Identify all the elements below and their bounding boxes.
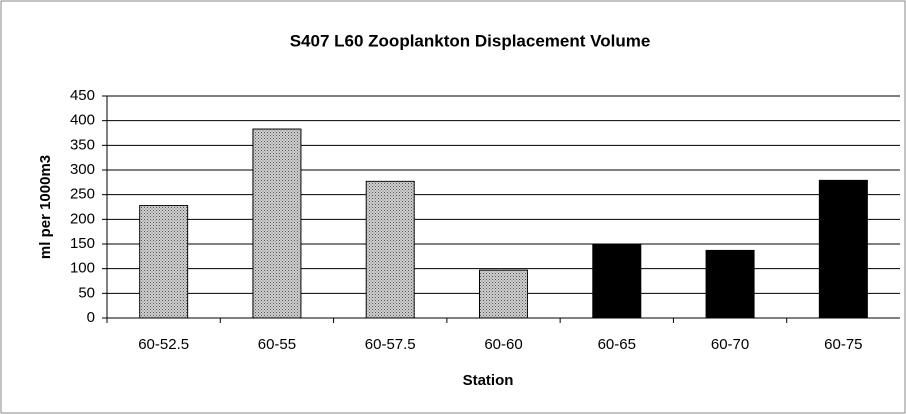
bar xyxy=(139,205,189,319)
y-tick-label: 100 xyxy=(70,260,95,277)
y-tick-label: 150 xyxy=(70,235,95,252)
bar xyxy=(818,179,868,319)
x-tick-label: 60-52.5 xyxy=(138,336,189,353)
x-tick-label: 60-60 xyxy=(484,336,522,353)
x-axis-label: Station xyxy=(463,372,514,389)
y-tick-label: 450 xyxy=(70,87,95,104)
x-tick-label: 60-55 xyxy=(258,336,296,353)
chart-title: S407 L60 Zooplankton Displacement Volume xyxy=(290,31,651,50)
bar xyxy=(705,249,755,319)
y-tick-label: 250 xyxy=(70,186,95,203)
y-tick-label: 350 xyxy=(70,136,95,153)
x-tick-label: 60-70 xyxy=(711,336,749,353)
bar xyxy=(592,243,642,319)
bar xyxy=(479,269,528,319)
x-tick-label: 60-57.5 xyxy=(365,336,416,353)
x-tick-label: 60-65 xyxy=(598,336,636,353)
y-tick-label: 400 xyxy=(70,112,95,129)
y-tick-label: 0 xyxy=(87,309,95,326)
bar xyxy=(365,180,415,319)
y-axis-label: ml per 1000m3 xyxy=(37,155,54,259)
y-tick-label: 300 xyxy=(70,161,95,178)
bar xyxy=(252,128,302,319)
y-tick-label: 50 xyxy=(78,284,95,301)
y-tick-label: 200 xyxy=(70,210,95,227)
x-tick-label: 60-75 xyxy=(824,336,862,353)
